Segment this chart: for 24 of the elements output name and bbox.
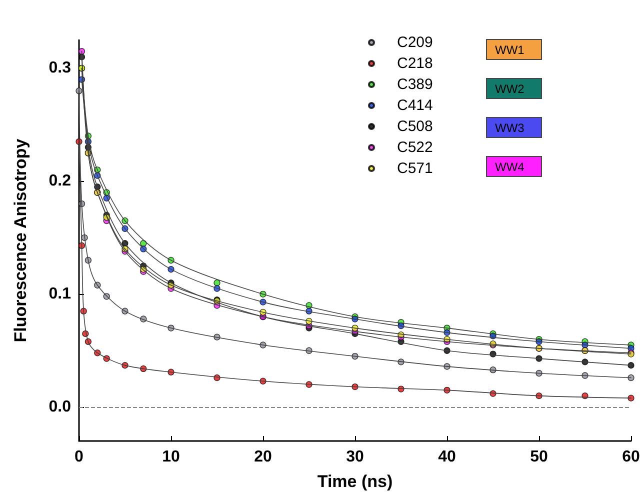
y-axis-title: Fluorescence Anisotropy	[11, 138, 30, 342]
y-tick-label: 0.1	[48, 286, 72, 303]
x-tick-label: 10	[162, 448, 180, 466]
legend-label: C389	[397, 76, 433, 93]
y-tick-label: 0.0	[48, 398, 72, 416]
x-tick-label: 40	[438, 448, 456, 466]
x-tick-label: 50	[530, 448, 548, 466]
legend-label: C571	[397, 160, 433, 177]
annotation: WW4	[495, 160, 525, 174]
y-tick-label: 0.3	[48, 60, 72, 77]
annotation: WW1	[495, 43, 525, 57]
legend-label: C522	[397, 139, 433, 156]
x-tick-label: 20	[254, 448, 272, 466]
y-tick-label: 0.2	[48, 172, 72, 190]
x-tick-label: 0	[74, 448, 84, 466]
legend-label: C508	[397, 118, 433, 135]
x-tick-label: 60	[622, 448, 640, 466]
legend-label: C209	[397, 34, 433, 51]
x-axis-title: Time (ns)	[317, 472, 393, 491]
annotation: WW3	[495, 121, 525, 135]
annotation: WW2	[495, 82, 525, 96]
x-tick-label: 30	[346, 448, 364, 466]
legend-label: C414	[397, 97, 433, 114]
legend-label: C218	[397, 55, 433, 72]
